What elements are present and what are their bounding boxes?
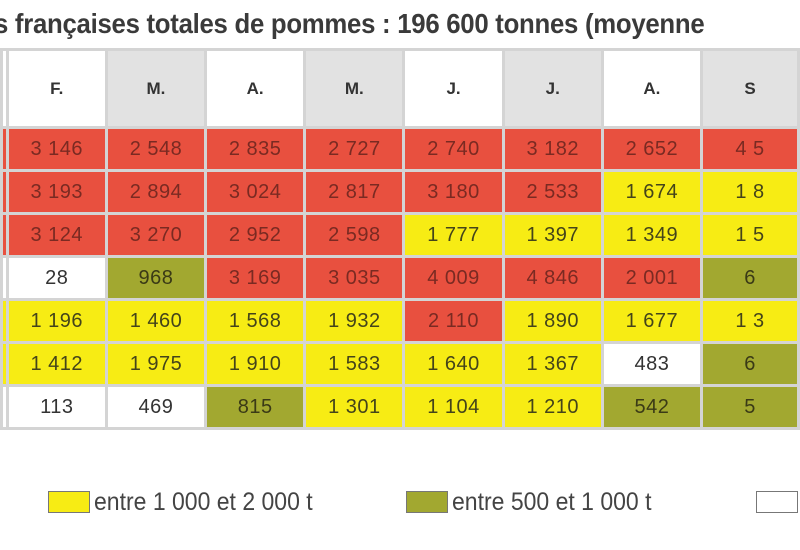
cell-cropped	[0, 169, 9, 215]
data-cell: 1 460	[104, 298, 208, 344]
data-cell: 1 910	[204, 341, 307, 387]
data-cell: 2 952	[204, 212, 307, 258]
data-cell: 1 777	[402, 212, 505, 258]
table-row: 3 193 2 894 3 024 2 817 3 180 2 533 1 674 1 8	[0, 169, 800, 215]
data-cell: 1 196	[5, 298, 108, 344]
data-cell: 28	[5, 255, 108, 301]
column-header: F.	[5, 48, 108, 129]
data-cell: 4 009	[402, 255, 505, 301]
table-row: 3 124 3 270 2 952 2 598 1 777 1 397 1 349 1 5	[0, 212, 800, 258]
data-cell: 815	[204, 384, 307, 430]
legend: entre 1 000 et 2 000 t entre 500 et 1 000…	[0, 482, 800, 522]
column-header: J.	[501, 48, 604, 129]
data-cell: 2 110	[402, 298, 505, 344]
data-cell: 1 301	[303, 384, 406, 430]
legend-item	[756, 482, 800, 522]
column-header: A.	[600, 48, 704, 129]
data-table-wrapper: F. M. A. M. J. J. A. S 3 146 2 548 2 835 2 727 2 74…	[0, 48, 800, 458]
legend-swatch	[48, 491, 90, 513]
column-header: M.	[303, 48, 406, 129]
data-cell: 1 5	[700, 212, 800, 258]
data-cell: 3 182	[501, 126, 604, 172]
data-cell: 1 568	[204, 298, 307, 344]
cell-cropped	[0, 341, 9, 387]
data-cell: 2 894	[104, 169, 208, 215]
data-cell: 113	[5, 384, 108, 430]
data-cell: 3 270	[104, 212, 208, 258]
table-row: 1 196 1 460 1 568 1 932 2 110 1 890 1 677 1 3	[0, 298, 800, 344]
data-cell: 1 367	[501, 341, 604, 387]
data-cell: 1 210	[501, 384, 604, 430]
table-row: 3 146 2 548 2 835 2 727 2 740 3 182 2 652 4 5	[0, 126, 800, 172]
column-header: J.	[402, 48, 505, 129]
legend-label: entre 1 000 et 2 000 t	[94, 487, 313, 516]
table-row: 28 968 3 169 3 035 4 009 4 846 2 001 6	[0, 255, 800, 301]
data-cell: 6	[700, 255, 800, 301]
data-cell: 2 548	[104, 126, 208, 172]
data-cell: 1 397	[501, 212, 604, 258]
data-cell: 6	[700, 341, 800, 387]
data-cell: 2 835	[204, 126, 307, 172]
column-header: M.	[104, 48, 208, 129]
data-cell: 1 975	[104, 341, 208, 387]
cell-cropped	[0, 255, 9, 301]
data-cell: 3 146	[5, 126, 108, 172]
cell-cropped	[0, 384, 9, 430]
data-cell: 1 3	[700, 298, 800, 344]
header-row: F. M. A. M. J. J. A. S	[0, 48, 800, 129]
data-table: F. M. A. M. J. J. A. S 3 146 2 548 2 835 2 727 2 74…	[0, 48, 800, 430]
data-cell: 2 001	[600, 255, 704, 301]
data-cell: 1 412	[5, 341, 108, 387]
data-cell: 1 104	[402, 384, 505, 430]
data-cell: 968	[104, 255, 208, 301]
data-cell: 2 652	[600, 126, 704, 172]
legend-label: entre 500 et 1 000 t	[452, 487, 652, 516]
cell-cropped	[0, 212, 9, 258]
cell-cropped	[0, 298, 9, 344]
data-cell: 3 035	[303, 255, 406, 301]
column-header: S	[700, 48, 800, 129]
data-cell: 1 583	[303, 341, 406, 387]
chart-title: s françaises totales de pommes : 196 600…	[0, 8, 705, 39]
data-cell: 3 169	[204, 255, 307, 301]
data-cell: 5	[700, 384, 800, 430]
data-cell: 4 846	[501, 255, 604, 301]
data-cell: 3 024	[204, 169, 307, 215]
header-cell-cropped	[0, 48, 9, 129]
column-header: A.	[204, 48, 307, 129]
data-cell: 2 727	[303, 126, 406, 172]
data-cell: 542	[600, 384, 704, 430]
data-cell: 2 598	[303, 212, 406, 258]
data-cell: 2 817	[303, 169, 406, 215]
data-cell: 1 677	[600, 298, 704, 344]
table-row: 113 469 815 1 301 1 104 1 210 542 5	[0, 384, 800, 430]
data-cell: 469	[104, 384, 208, 430]
data-cell: 3 124	[5, 212, 108, 258]
data-cell: 1 8	[700, 169, 800, 215]
data-cell: 2 533	[501, 169, 604, 215]
cell-cropped	[0, 126, 9, 172]
data-cell: 4 5	[700, 126, 800, 172]
legend-swatch	[406, 491, 448, 513]
data-cell: 1 349	[600, 212, 704, 258]
legend-item: entre 1 000 et 2 000 t	[48, 482, 332, 522]
data-cell: 1 890	[501, 298, 604, 344]
data-cell: 483	[600, 341, 704, 387]
data-cell: 3 193	[5, 169, 108, 215]
data-cell: 2 740	[402, 126, 505, 172]
legend-swatch	[756, 491, 798, 513]
data-cell: 1 640	[402, 341, 505, 387]
table-row: 1 412 1 975 1 910 1 583 1 640 1 367 483 6	[0, 341, 800, 387]
data-cell: 1 932	[303, 298, 406, 344]
data-cell: 1 674	[600, 169, 704, 215]
legend-item: entre 500 et 1 000 t	[406, 482, 669, 522]
data-cell: 3 180	[402, 169, 505, 215]
